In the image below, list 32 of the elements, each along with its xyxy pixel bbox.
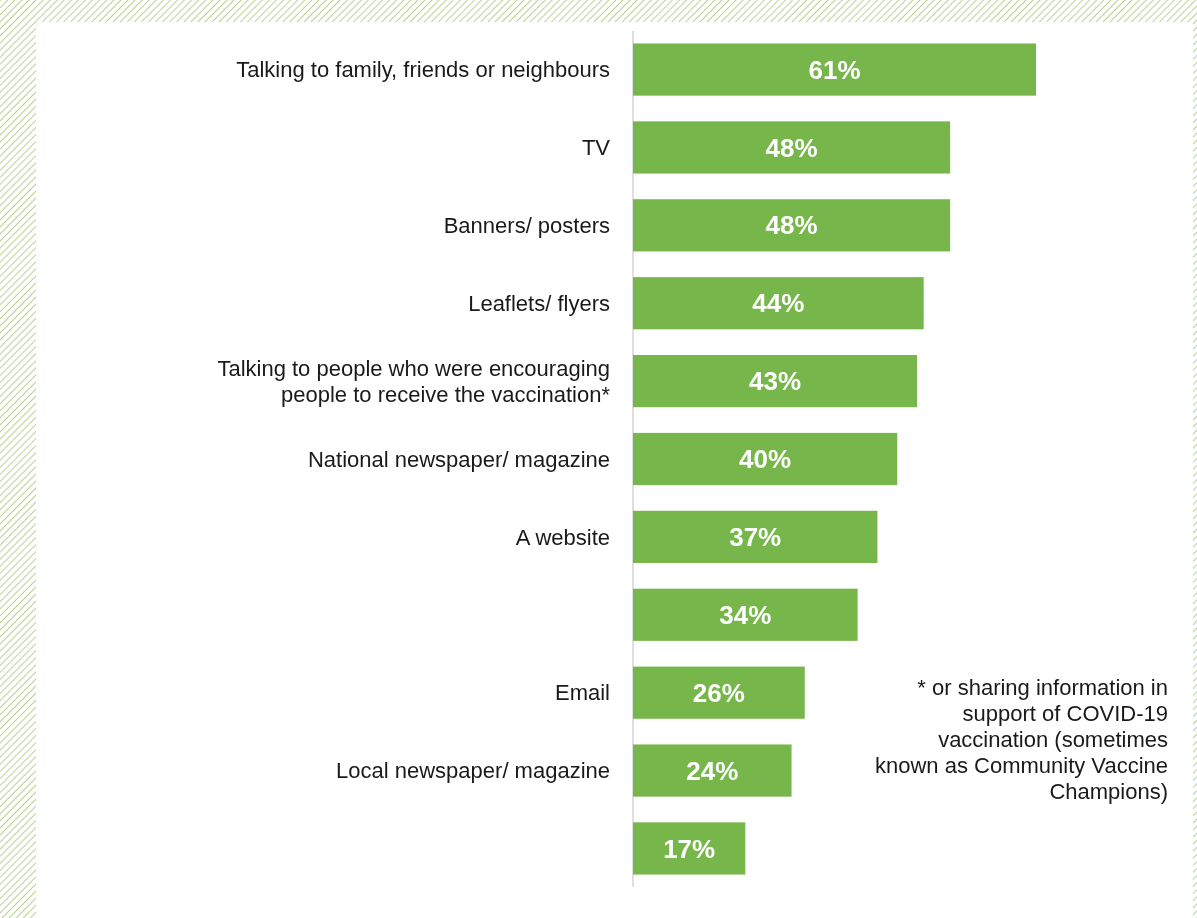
data-label: 48% xyxy=(765,210,818,241)
data-label: 43% xyxy=(749,366,802,397)
bar xyxy=(633,43,1036,96)
data-label: 34% xyxy=(719,599,772,630)
data-label: 48% xyxy=(765,132,818,163)
bar xyxy=(633,666,805,719)
data-label: 24% xyxy=(686,755,739,786)
bar xyxy=(633,121,951,174)
bar xyxy=(633,277,924,330)
y-tick-label: Talking to family, friends or neighbours xyxy=(236,57,610,83)
y-tick-label: Banners/ posters xyxy=(443,213,610,239)
bar xyxy=(633,432,898,486)
bar xyxy=(633,510,878,563)
y-tick-label: Email xyxy=(554,680,610,706)
bar xyxy=(633,744,792,797)
bar xyxy=(633,199,951,252)
data-label: 17% xyxy=(663,833,716,864)
bar xyxy=(633,588,858,641)
bar xyxy=(633,822,746,875)
y-tick-label: National newspaper/ magazine xyxy=(307,446,610,472)
bar xyxy=(633,355,918,408)
data-label: 61% xyxy=(808,54,861,85)
y-tick-label: TV xyxy=(581,135,611,161)
y-tick-label: Leaflets/ flyers xyxy=(468,290,610,316)
annotation: * or sharing information in support of COVID-19 vaccination (sometimes known as Community Vaccine Champions) xyxy=(874,675,1168,804)
y-tick-label: Talking to people who were encouraging people to receive the vaccination* xyxy=(217,355,611,407)
y-tick-label: A website xyxy=(515,524,610,550)
y-tick-label: Local newspaper/ magazine xyxy=(336,758,610,784)
data-label: 26% xyxy=(692,677,745,708)
data-label: 37% xyxy=(729,521,782,552)
data-label: 40% xyxy=(739,444,792,475)
data-label: 44% xyxy=(752,288,805,319)
